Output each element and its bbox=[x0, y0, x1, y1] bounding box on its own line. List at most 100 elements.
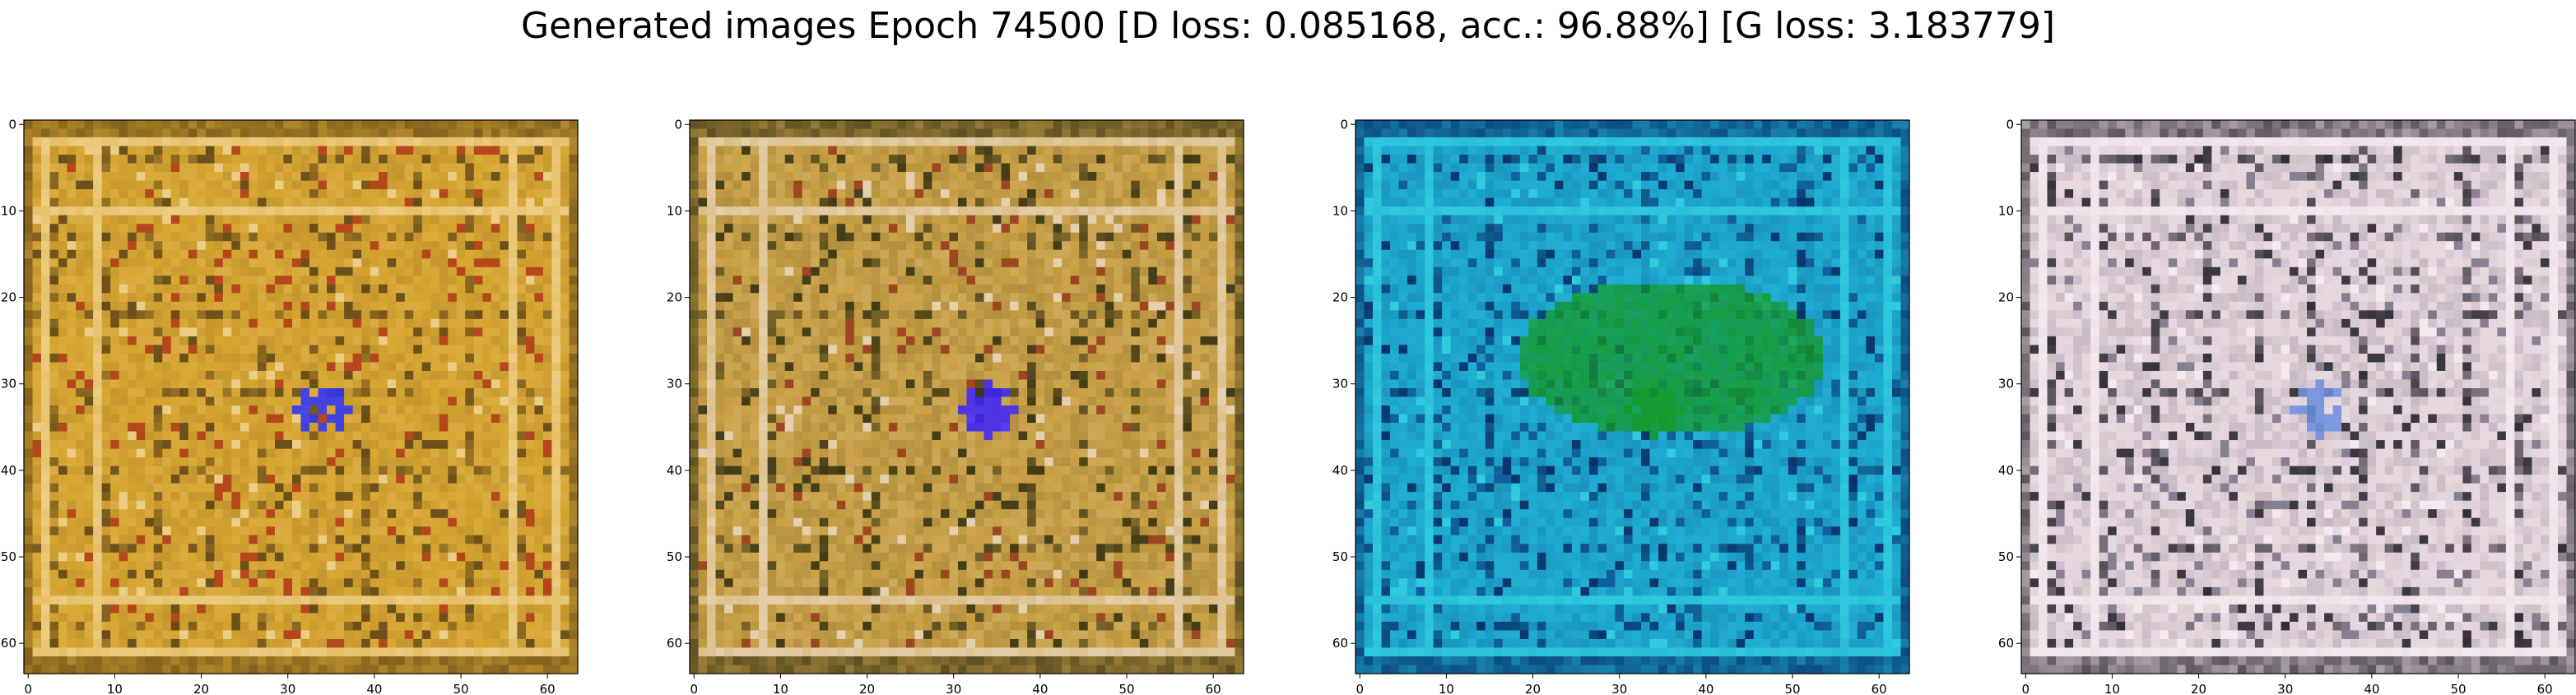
pixel-cell bbox=[344, 457, 354, 467]
pixel-cell bbox=[291, 414, 302, 424]
pixel-cell bbox=[257, 405, 267, 415]
pixel-cell bbox=[136, 276, 146, 285]
pixel-cell bbox=[560, 492, 570, 502]
pixel-cell bbox=[170, 232, 180, 242]
pixel-cell bbox=[274, 665, 285, 674]
pixel-cell bbox=[690, 163, 700, 173]
pixel-cell bbox=[136, 155, 146, 164]
pixel-cell bbox=[361, 561, 371, 571]
pixel-cell bbox=[811, 224, 821, 234]
pixel-cell bbox=[153, 414, 163, 424]
pixel-cell bbox=[214, 621, 224, 632]
pixel-cell bbox=[188, 500, 198, 510]
pixel-cell bbox=[49, 517, 59, 527]
pixel-cell bbox=[170, 475, 180, 484]
pixel-cell bbox=[923, 120, 933, 130]
pixel-cell bbox=[309, 180, 319, 190]
pixel-cell bbox=[24, 665, 34, 674]
pixel-cell bbox=[421, 379, 431, 389]
pixel-cell bbox=[863, 146, 872, 155]
pixel-cell bbox=[732, 224, 742, 234]
pixel-cell bbox=[153, 656, 163, 666]
pixel-cell bbox=[560, 466, 570, 475]
pixel-cell bbox=[110, 146, 120, 155]
pixel-cell bbox=[205, 396, 215, 406]
pixel-cell bbox=[119, 266, 128, 276]
pixel-cell bbox=[101, 266, 111, 276]
pixel-cell bbox=[249, 379, 258, 389]
pixel-cell bbox=[404, 509, 414, 519]
pixel-cell bbox=[569, 266, 579, 276]
pixel-cell bbox=[162, 517, 172, 527]
pixel-cell bbox=[448, 638, 458, 649]
pixel-cell bbox=[49, 163, 59, 173]
pixel-cell bbox=[508, 266, 518, 276]
pixel-cell bbox=[491, 578, 500, 588]
pixel-cell bbox=[309, 526, 319, 536]
pixel-cell bbox=[205, 163, 215, 173]
pixel-cell bbox=[430, 241, 440, 251]
pixel-cell bbox=[84, 266, 94, 276]
pixel-cell bbox=[214, 266, 224, 276]
pixel-cell bbox=[205, 492, 215, 502]
pixel-cell bbox=[327, 284, 337, 294]
pixel-cell bbox=[352, 215, 362, 225]
pixel-cell bbox=[482, 258, 492, 268]
pixel-cell bbox=[517, 189, 527, 199]
pixel-cell bbox=[327, 665, 337, 674]
pixel-cell bbox=[58, 128, 68, 138]
pixel-cell bbox=[257, 163, 267, 173]
pixel-cell bbox=[491, 197, 500, 207]
pixel-cell bbox=[361, 146, 371, 155]
pixel-cell bbox=[880, 232, 890, 242]
pixel-cell bbox=[379, 180, 388, 190]
pixel-cell bbox=[456, 336, 466, 346]
pixel-cell bbox=[145, 301, 155, 311]
pixel-cell bbox=[239, 638, 250, 649]
pixel-cell bbox=[239, 396, 250, 406]
pixel-cell bbox=[534, 293, 544, 303]
pixel-cell bbox=[1001, 189, 1011, 199]
pixel-cell bbox=[153, 396, 163, 406]
pixel-cell bbox=[1035, 155, 1045, 164]
pixel-cell bbox=[266, 544, 276, 554]
pixel-cell bbox=[439, 665, 449, 674]
pixel-cell bbox=[162, 241, 172, 251]
pixel-cell bbox=[387, 483, 397, 493]
pixel-cell bbox=[291, 362, 302, 372]
pixel-cell bbox=[421, 137, 431, 147]
pixel-cell bbox=[361, 665, 371, 674]
pixel-cell bbox=[188, 466, 198, 475]
pixel-cell bbox=[58, 656, 68, 666]
pixel-cell bbox=[283, 370, 293, 381]
pixel-cell bbox=[110, 241, 120, 251]
pixel-cell bbox=[335, 561, 345, 571]
pixel-cell bbox=[569, 146, 579, 155]
pixel-cell bbox=[170, 284, 180, 294]
pixel-cell bbox=[162, 224, 172, 234]
pixel-cell bbox=[534, 656, 544, 666]
pixel-cell bbox=[300, 396, 310, 406]
pixel-cell bbox=[560, 604, 570, 614]
pixel-cell bbox=[1165, 189, 1175, 199]
pixel-cell bbox=[448, 466, 458, 475]
pixel-cell bbox=[1225, 206, 1236, 216]
pixel-cell bbox=[396, 241, 406, 251]
pixel-cell bbox=[379, 630, 388, 640]
pixel-cell bbox=[1044, 155, 1054, 164]
pixel-cell bbox=[197, 310, 207, 320]
pixel-cell bbox=[569, 431, 579, 441]
pixel-cell bbox=[335, 569, 345, 579]
pixel-cell bbox=[491, 172, 500, 182]
pixel-cell bbox=[439, 526, 449, 536]
pixel-cell bbox=[776, 172, 786, 182]
pixel-cell bbox=[853, 155, 863, 164]
pixel-cell bbox=[421, 172, 431, 182]
pixel-cell bbox=[239, 146, 250, 155]
pixel-cell bbox=[836, 224, 846, 234]
pixel-cell bbox=[344, 665, 354, 674]
pixel-cell bbox=[222, 517, 232, 527]
pixel-cell bbox=[1131, 197, 1141, 207]
pixel-cell bbox=[58, 293, 68, 303]
pixel-cell bbox=[456, 466, 466, 475]
